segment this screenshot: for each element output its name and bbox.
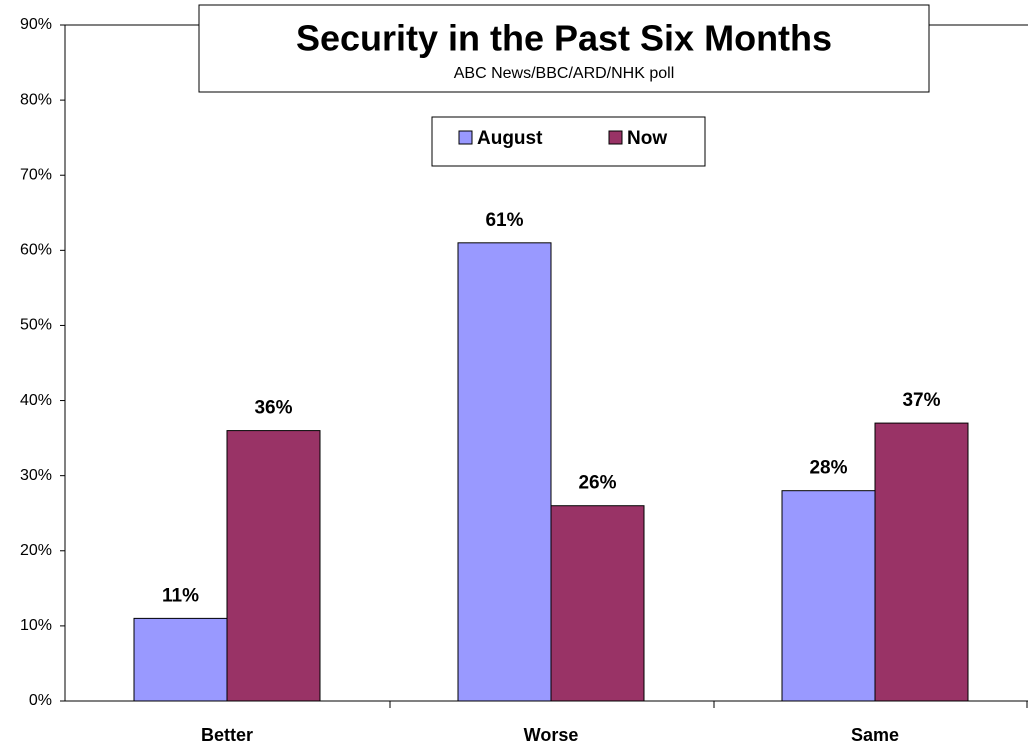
value-label: 61% [485,210,523,231]
bar [874,422,969,702]
y-tick-label: 0% [29,692,52,709]
y-tick-label: 40% [20,392,52,409]
y-tick-label: 70% [20,166,52,183]
bar [457,242,552,702]
value-label: 11% [162,585,199,606]
legend-swatch [458,130,473,145]
value-label: 36% [254,398,292,419]
x-tick-label: Same [851,725,899,745]
bar [781,490,876,702]
x-tick-label: Worse [524,725,579,745]
legend-label: August [477,128,543,149]
y-tick-label: 80% [20,91,52,108]
bar [226,430,321,702]
y-tick-label: 90% [20,16,52,33]
value-label: 28% [809,458,847,479]
x-tick-label: Better [201,725,253,745]
y-tick-label: 50% [20,317,52,334]
bar [133,617,228,702]
y-tick-label: 30% [20,467,52,484]
y-tick-label: 10% [20,617,52,634]
title-box [198,4,930,93]
value-label: 26% [578,473,616,494]
bar [550,505,645,702]
y-tick-label: 20% [20,542,52,559]
legend-label: Now [627,128,667,149]
chart-subtitle: ABC News/BBC/ARD/NHK poll [454,65,675,82]
legend-box [431,116,706,167]
legend-swatch [608,130,623,145]
y-tick-label: 60% [20,242,52,259]
value-label: 37% [902,390,940,411]
chart-title: Security in the Past Six Months [296,18,832,59]
